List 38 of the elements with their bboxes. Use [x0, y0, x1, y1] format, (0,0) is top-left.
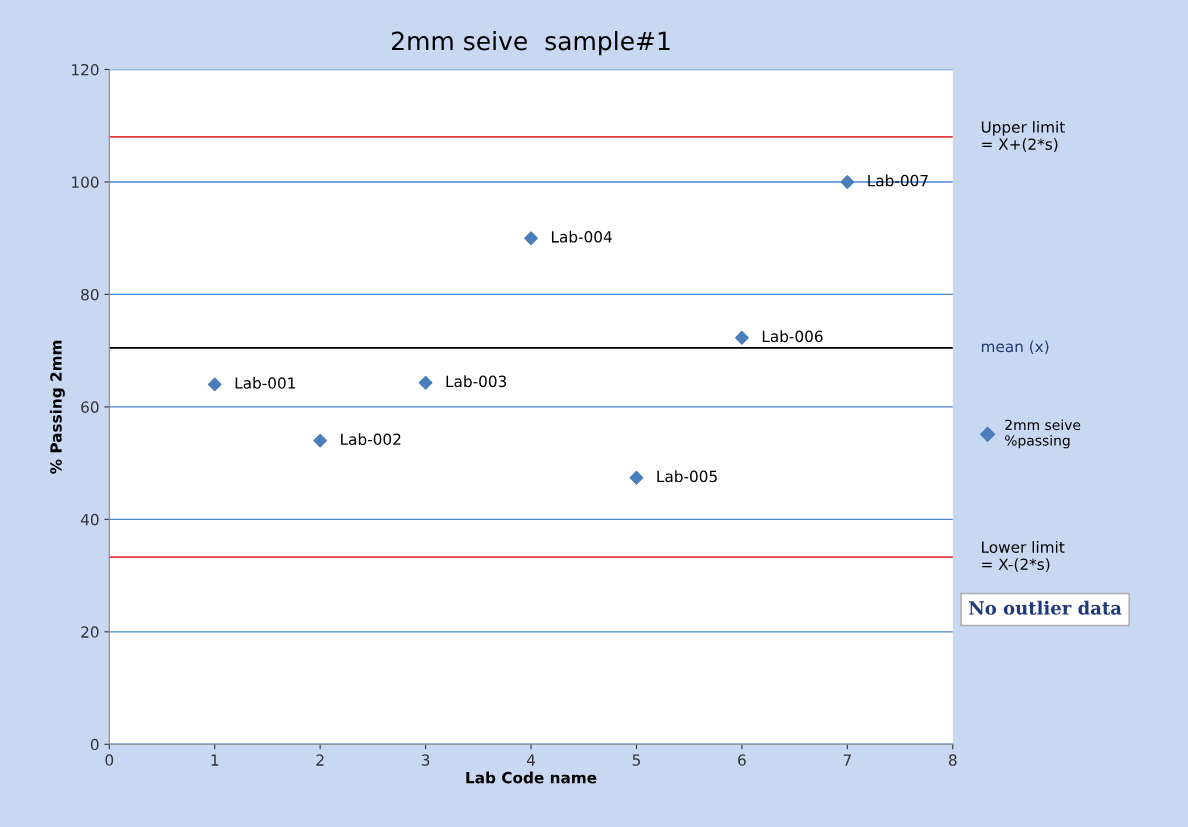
point	[734, 330, 749, 345]
point	[840, 175, 855, 189]
y-tick-label: 100	[72, 176, 99, 188]
point	[418, 375, 433, 390]
x-tick-label: 3	[421, 754, 430, 766]
text: No outlier data	[969, 600, 1122, 615]
annotation: Lab-001	[235, 377, 296, 389]
x-tick-label: 7	[843, 754, 851, 766]
x-tick-label: 4	[526, 754, 536, 766]
x-tick-label: 6	[738, 754, 746, 766]
x-tick-label: 8	[948, 754, 957, 766]
chart-title: 2mm seive sample#1	[392, 31, 670, 56]
x-axis-title: Lab Code name	[466, 771, 597, 784]
x-tick-label: 0	[105, 754, 114, 766]
legend-label: 2mm seive %passing	[1005, 419, 1081, 449]
y-tick-label: 120	[72, 63, 99, 76]
y-tick-label: 40	[80, 513, 99, 526]
x-tick-label: 2	[316, 754, 324, 766]
point	[524, 231, 538, 246]
annotation: Lab-007	[868, 174, 928, 187]
annotation: Lab-005	[657, 470, 717, 483]
x-tick-label: 1	[211, 754, 219, 766]
x-tick-label: 5	[632, 754, 640, 766]
y-tick-label: 80	[81, 288, 99, 301]
point	[313, 433, 328, 448]
ref-line-label: Upper limit = X+(2*s)	[981, 121, 1065, 152]
point	[629, 470, 644, 485]
point	[207, 377, 222, 392]
y-axis-title: % Passing 2mm	[49, 340, 65, 474]
annotation: Lab-004	[551, 230, 612, 243]
y-tick-label: 20	[81, 626, 99, 638]
annotation: Lab-002	[341, 433, 401, 446]
y-tick-label: 60	[81, 401, 99, 413]
ref-line-label: Lower limit = X-(2*s)	[982, 541, 1065, 572]
ref-line-label: mean (x)	[981, 340, 1049, 355]
annotation: Lab-003	[446, 375, 507, 388]
annotation: Lab-006	[762, 330, 823, 343]
y-tick-label: 0	[90, 738, 99, 751]
